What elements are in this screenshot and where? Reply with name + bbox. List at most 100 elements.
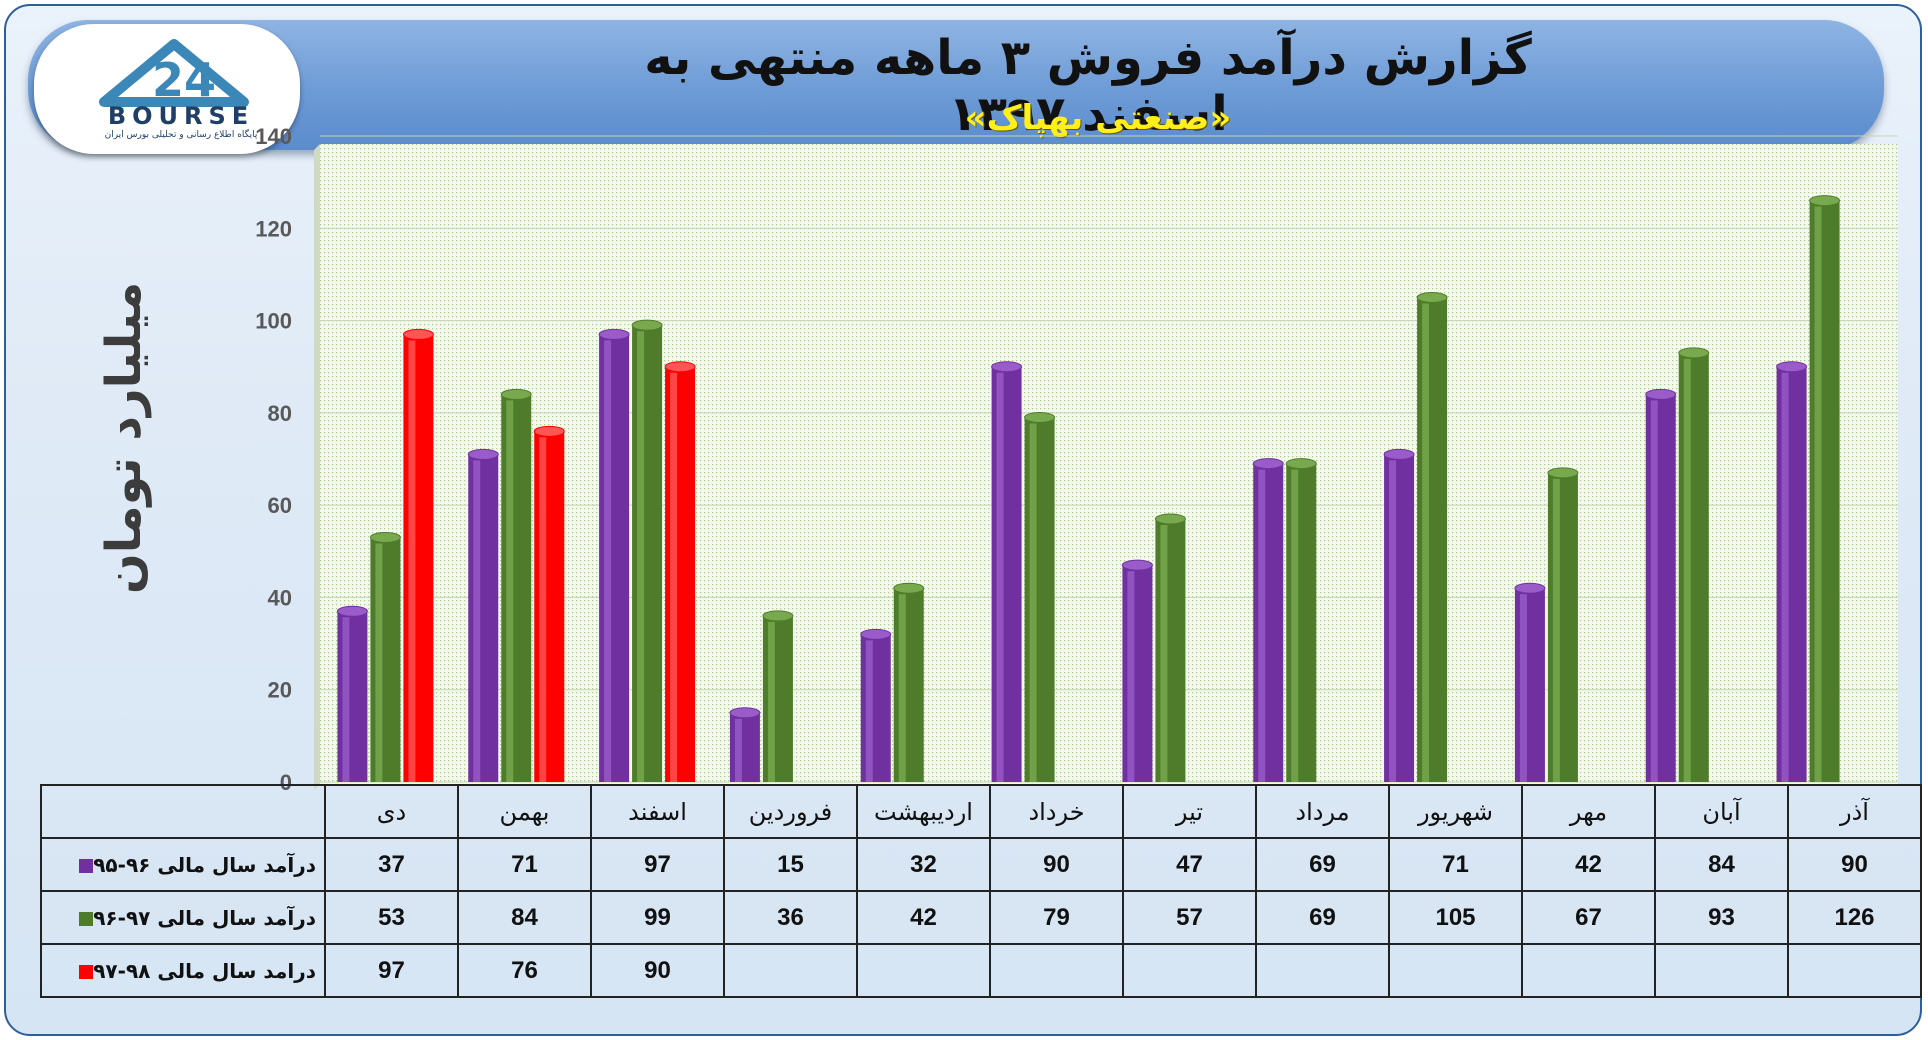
x-tick-label: شهریور: [1388, 784, 1523, 839]
data-table: دی بهمن اسفند فروردین اردیبهشت خرداد تیر مرداد ش…: [40, 784, 1922, 998]
x-tick-label: اردیبهشت: [856, 784, 991, 839]
bar: [1383, 448, 1415, 782]
data-label: 79: [989, 890, 1124, 945]
bar: [1514, 582, 1546, 782]
data-label: [1787, 943, 1922, 998]
bar: [1776, 361, 1808, 782]
chart-title: گزارش درآمد فروش ۳ ماهه منتهی به اسفند ۱…: [644, 30, 1532, 142]
data-label: 97: [324, 943, 459, 998]
x-tick-label: اسفند: [590, 784, 725, 839]
x-tick-label: مهر: [1521, 784, 1656, 839]
data-label: 84: [1654, 837, 1789, 892]
data-label: 32: [856, 837, 991, 892]
title-banner: گزارش درآمد فروش ۳ ماهه منتهی به اسفند ۱…: [28, 20, 1884, 150]
x-tick-label: فروردین: [723, 784, 858, 839]
table-row: درآمد سال مالی ۹۶-۹۵ 37 71 97 15 32 90 47 69 71 42…: [40, 837, 1922, 892]
logo-number: 24: [152, 53, 216, 107]
bourse24-logo: 24 BOURSE پایگاه اطلاع رسانی و تحلیلی بو…: [34, 24, 300, 154]
bar: [1252, 458, 1284, 782]
bar: [893, 582, 925, 782]
data-label: [723, 943, 858, 998]
legend-swatch-icon: [79, 859, 94, 873]
plot-area: [314, 144, 1898, 790]
data-label: 37: [324, 837, 459, 892]
y-tick-label: 40: [268, 585, 292, 610]
x-tick-label: تیر: [1122, 784, 1257, 839]
data-label: 69: [1255, 837, 1390, 892]
data-label: [989, 943, 1124, 998]
bar: [1121, 559, 1153, 782]
bar: [1547, 467, 1579, 782]
data-label: 76: [457, 943, 592, 998]
bar: [664, 361, 696, 782]
bar: [402, 328, 434, 782]
chart-subtitle: «صنعتی بهپاک»: [964, 98, 1232, 138]
bar: [1645, 388, 1677, 782]
data-label: 93: [1654, 890, 1789, 945]
legend-label: درامد سال مالی ۹۸-۹۷: [93, 958, 316, 983]
data-label: 47: [1122, 837, 1257, 892]
x-tick-label: آذر: [1787, 784, 1922, 839]
data-label: 53: [324, 890, 459, 945]
data-label: 97: [590, 837, 725, 892]
y-tick-label: 60: [268, 493, 292, 518]
y-tick-label: 100: [255, 309, 292, 334]
bar: [1809, 195, 1841, 783]
logo-mark-icon: 24: [99, 39, 249, 107]
bar: [533, 425, 565, 782]
data-label: [1255, 943, 1390, 998]
bar: [598, 328, 630, 782]
legend-label: درآمد سال مالی ۹۷-۹۶: [93, 905, 316, 930]
data-label: 69: [1255, 890, 1390, 945]
data-label: 90: [989, 837, 1124, 892]
legend-entry: درآمد سال مالی ۹۷-۹۶: [40, 890, 326, 945]
data-label: 36: [723, 890, 858, 945]
data-label: 126: [1787, 890, 1922, 945]
bar: [336, 605, 368, 782]
table-row: درامد سال مالی ۹۸-۹۷ 97 76 90: [40, 943, 1922, 998]
bar: [467, 448, 499, 782]
data-label: [1654, 943, 1789, 998]
bar: [1024, 411, 1056, 782]
data-label: 67: [1521, 890, 1656, 945]
data-label: [1122, 943, 1257, 998]
bar: [500, 388, 532, 782]
y-tick-label: 120: [255, 216, 292, 241]
table-row: درآمد سال مالی ۹۷-۹۶ 53 84 99 36 42 79 57 69 105 6…: [40, 890, 1922, 945]
legend-label: درآمد سال مالی ۹۶-۹۵: [93, 852, 316, 877]
data-label: 105: [1388, 890, 1523, 945]
data-label: 42: [856, 890, 991, 945]
data-label: 99: [590, 890, 725, 945]
bar: [1678, 347, 1710, 782]
bar: [729, 707, 761, 782]
bar: [1285, 458, 1317, 782]
bar: [991, 361, 1023, 782]
y-tick-label: 80: [268, 401, 292, 426]
data-label: 15: [723, 837, 858, 892]
legend-entry: درآمد سال مالی ۹۶-۹۵: [40, 837, 326, 892]
bar: [631, 319, 663, 782]
data-label: 90: [1787, 837, 1922, 892]
data-label: 71: [1388, 837, 1523, 892]
y-tick-label: 140: [255, 124, 292, 149]
category-row: دی بهمن اسفند فروردین اردیبهشت خرداد تیر مرداد ش…: [40, 784, 1922, 839]
logo-word: BOURSE: [107, 102, 255, 130]
x-tick-label: مرداد: [1255, 784, 1390, 839]
x-tick-label: خرداد: [989, 784, 1124, 839]
data-label: 71: [457, 837, 592, 892]
bar: [1154, 513, 1186, 782]
gridlines: [320, 135, 1898, 783]
legend-swatch-icon: [79, 965, 94, 979]
x-tick-label: دی: [324, 784, 459, 839]
data-label: 84: [457, 890, 592, 945]
data-label: [856, 943, 991, 998]
logo-subtext: پایگاه اطلاع رسانی و تحلیلی بورس ایران: [104, 130, 258, 140]
bar: [860, 628, 892, 782]
x-tick-label: بهمن: [457, 784, 592, 839]
bar: [369, 531, 401, 782]
data-label: [1388, 943, 1523, 998]
data-label: 90: [590, 943, 725, 998]
bar: [762, 610, 794, 782]
